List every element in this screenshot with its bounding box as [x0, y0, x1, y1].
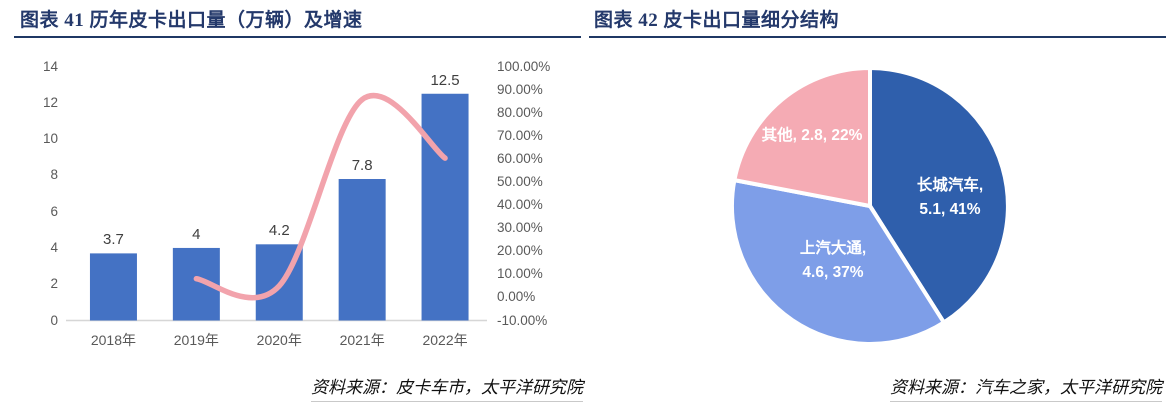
right-chart-title: 图表 42 皮卡出口量细分结构	[594, 10, 840, 31]
left-axis-tick: 6	[50, 203, 58, 219]
left-axis-tick: 10	[42, 131, 58, 147]
x-axis-category-label: 2019年	[173, 332, 219, 348]
right-axis-tick: 70.00%	[497, 127, 543, 143]
right-axis-tick: 0.00%	[497, 289, 536, 305]
right-axis-tick: 30.00%	[497, 220, 543, 236]
growth-rate-line	[193, 93, 448, 301]
x-axis-category-label: 2022年	[422, 332, 468, 348]
bar-value-label: 3.7	[103, 231, 124, 249]
pie-slice-label-0: 长城汽车, 5.1, 41%	[916, 177, 984, 218]
bar-value-label: 7.8	[351, 157, 373, 174]
bar-value-label: 12.5	[430, 71, 460, 89]
left-axis-tick: 8	[50, 167, 58, 183]
x-axis-category-label: 2021年	[339, 332, 385, 348]
right-axis-tick: 90.00%	[497, 81, 543, 97]
right-axis-tick: 40.00%	[497, 197, 543, 213]
export-volume-bar	[89, 253, 137, 321]
left-title-rule	[14, 36, 581, 38]
export-volume-bar	[338, 179, 386, 321]
left-axis-tick: 12	[42, 94, 58, 110]
pie-slice-1	[729, 178, 946, 346]
pie-slice-label-2: 其他, 2.8, 22%	[761, 127, 863, 144]
bar-value-label: 4.2	[268, 222, 290, 240]
x-axis-category-label: 2020年	[256, 332, 302, 348]
left-axis-tick: 4	[50, 239, 58, 255]
export-volume-bar	[421, 93, 469, 321]
right-axis-tick: 60.00%	[497, 150, 543, 166]
right-axis-tick: 50.00%	[497, 173, 543, 189]
right-axis-tick: 100.00%	[497, 58, 551, 74]
right-axis-tick: 10.00%	[497, 266, 543, 282]
left-chart-title: 图表 41 历年皮卡出口量（万辆）及增速	[20, 10, 363, 31]
right-title-rule	[589, 36, 1166, 38]
right-axis-tick: 20.00%	[497, 243, 543, 259]
left-axis-tick: 0	[50, 312, 58, 328]
left-axis-tick: 2	[50, 276, 58, 292]
right-axis-tick: 80.00%	[497, 104, 543, 120]
x-axis-category-label: 2018年	[90, 332, 137, 348]
right-source-note: 资料来源：汽车之家，太平洋研究院	[890, 373, 1162, 402]
pie-slice-label-1: 上汽大通, 4.6, 37%	[799, 240, 867, 281]
left-source-note: 资料来源：皮卡车市，太平洋研究院	[311, 373, 583, 402]
bar-value-label: 4	[192, 225, 201, 243]
left-axis-tick: 14	[42, 58, 58, 74]
pie-slice-2	[732, 66, 872, 208]
right-axis-tick: -10.00%	[497, 312, 548, 328]
